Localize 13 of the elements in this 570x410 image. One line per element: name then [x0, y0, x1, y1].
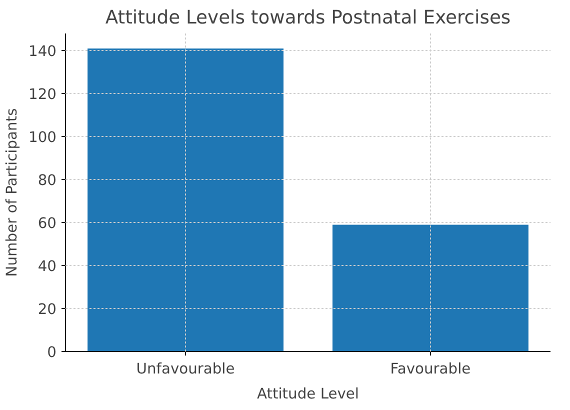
y-tick-label: 80	[38, 172, 57, 190]
y-tick-label: 0	[47, 344, 57, 361]
y-tick-label: 60	[38, 215, 57, 232]
x-tick-label: Unfavourable	[136, 360, 235, 378]
chart-title: Attitude Levels towards Postnatal Exercises	[105, 8, 511, 28]
y-tick-label: 120	[28, 86, 57, 104]
x-axis-title: Attitude Level	[256, 386, 360, 402]
y-tick-label: 20	[38, 301, 57, 318]
y-axis-title: Number of Participants	[4, 108, 21, 277]
y-tick-label: 140	[28, 43, 57, 60]
x-tick-label: Favourable	[390, 360, 471, 378]
y-tick-label: 40	[38, 258, 57, 276]
y-tick-label: 100	[28, 129, 57, 146]
